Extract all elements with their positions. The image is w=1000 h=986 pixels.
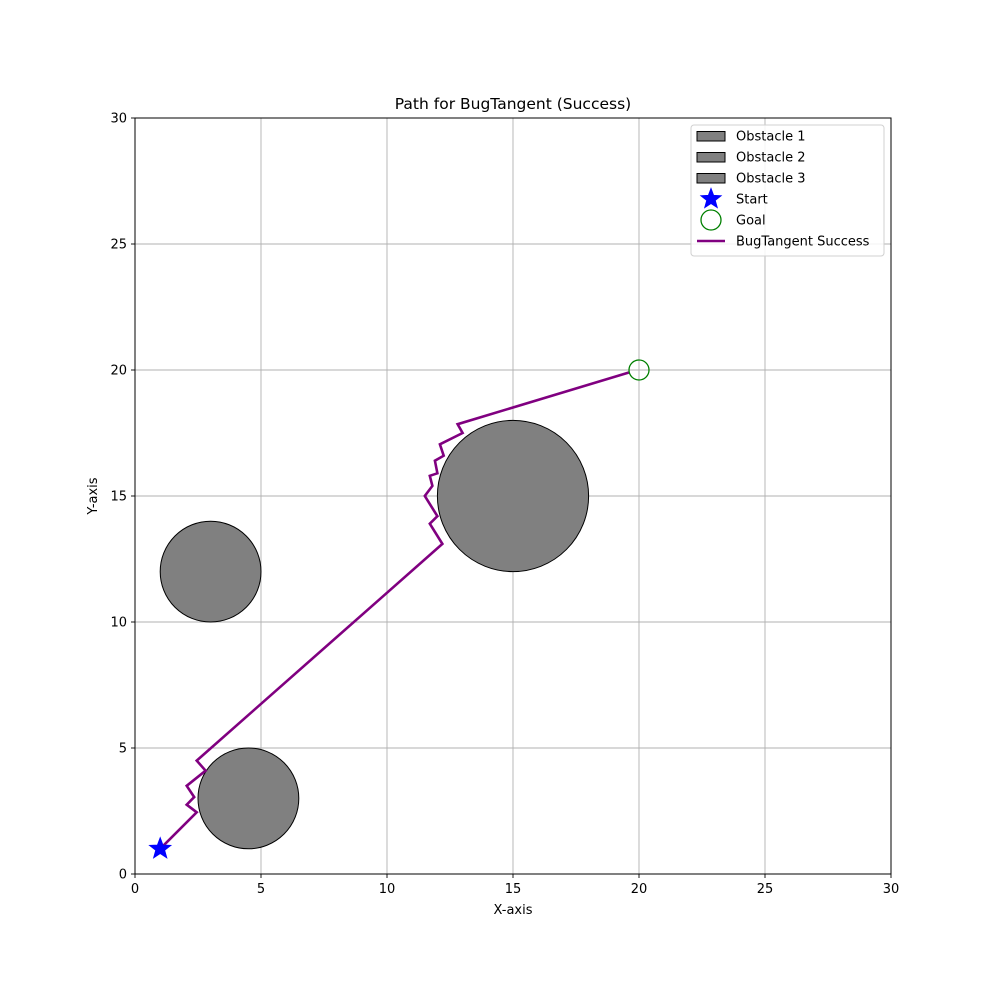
legend-star-marker <box>699 187 723 209</box>
markers <box>148 359 650 859</box>
x-tick-label: 20 <box>631 882 648 897</box>
y-tick-label: 25 <box>110 238 127 253</box>
obstacle-1 <box>197 747 300 850</box>
x-tick-label: 30 <box>883 882 900 897</box>
x-tick-label: 15 <box>505 882 522 897</box>
legend-label: Goal <box>736 214 766 229</box>
obstacle-2 <box>159 520 262 623</box>
legend-label: BugTangent Success <box>736 235 870 250</box>
x-tick-label: 0 <box>131 882 139 897</box>
chart-title: Path for BugTangent (Success) <box>395 95 631 113</box>
x-tick-label: 5 <box>257 882 265 897</box>
path-layer <box>159 371 630 850</box>
obstacles <box>159 419 590 850</box>
x-tick-label: 25 <box>757 882 774 897</box>
y-tick-label: 0 <box>119 868 127 883</box>
goal-marker <box>628 359 650 381</box>
legend-patch <box>696 131 726 142</box>
y-tick-label: 5 <box>119 742 127 757</box>
legend-patch <box>696 152 726 163</box>
y-axis-label: Y-axis <box>86 477 101 515</box>
y-tick-label: 10 <box>110 616 127 631</box>
legend-label: Obstacle 1 <box>736 130 805 145</box>
start-marker <box>148 836 173 859</box>
y-tick-label: 30 <box>110 112 127 127</box>
y-tick-label: 15 <box>110 490 127 505</box>
legend-label: Start <box>736 193 768 208</box>
ticks: 0 5 10 15 20 25 30 0 5 10 15 20 25 30 <box>110 112 899 898</box>
y-tick-label: 20 <box>110 364 127 379</box>
legend-patch <box>696 173 726 184</box>
x-tick-label: 10 <box>379 882 396 897</box>
legend-label: Obstacle 3 <box>736 172 805 187</box>
legend-label: Obstacle 2 <box>736 151 805 166</box>
legend: Obstacle 1 Obstacle 2 Obstacle 3 Start Goal B… <box>690 124 885 257</box>
x-axis-label: X-axis <box>494 903 533 918</box>
legend-circle-marker <box>700 209 722 231</box>
obstacle-3 <box>436 419 590 573</box>
legend-box <box>690 124 885 257</box>
path-line <box>159 371 630 850</box>
